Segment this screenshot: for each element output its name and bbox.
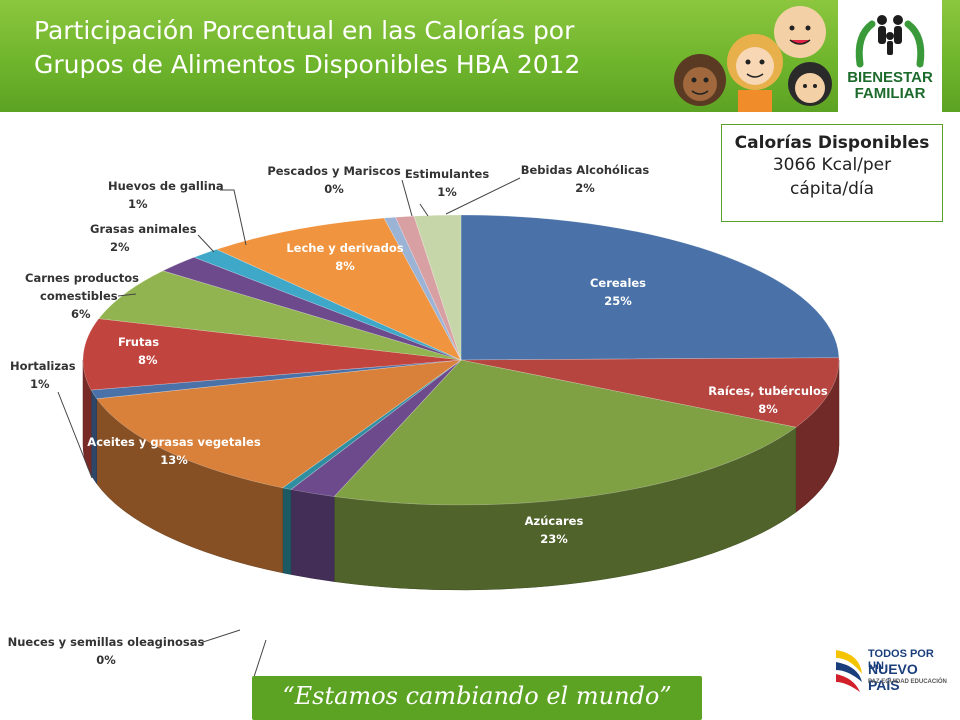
data-label-10: 1% [128, 197, 148, 211]
data-label-6: 1% [30, 377, 50, 391]
family-hands-icon [855, 15, 925, 68]
kids-illustration [674, 6, 832, 112]
category-label-1: Raíces, tubérculos [708, 384, 828, 398]
slice-14 [413, 214, 462, 361]
slice-9 [162, 256, 462, 361]
leader-line-10 [220, 189, 247, 246]
gov-logo: TODOS POR UN NUEVO PAÍS PAZ EQUIDAD EDUC… [832, 640, 952, 700]
data-label-7: 8% [138, 353, 158, 367]
slice-0 [460, 214, 840, 361]
gov-line-1: TODOS POR UN [868, 648, 934, 672]
info-box-line-1: 3066 Kcal/per [772, 155, 892, 175]
leader-line-8 [117, 293, 137, 297]
category-label-10: Huevos de gallina [108, 179, 224, 193]
slice-3 [290, 359, 462, 497]
leader-line-13 [419, 203, 429, 217]
title-line-1: Participación Porcentual en las Calorías… [34, 16, 575, 45]
slice-side-3 [290, 489, 335, 582]
data-label-11: 8% [335, 259, 355, 273]
category-label-0: Cereales [590, 276, 646, 290]
info-box-line-2: cápita/día [789, 179, 875, 199]
title-line-2: Grupos de Alimentos Disponibles HBA 2012 [34, 50, 581, 79]
slice-13 [395, 215, 462, 361]
slice-8 [98, 270, 462, 361]
data-label-5: 13% [160, 453, 188, 467]
slice-5 [96, 359, 463, 489]
logo-line-2: FAMILIAR [854, 85, 926, 102]
category-label-7: Frutas [118, 335, 159, 349]
slice-11 [215, 217, 462, 361]
category-label-2: Azúcares [525, 514, 584, 528]
category-label-9: Grasas animales [90, 222, 197, 236]
gov-line-2: NUEVO PAÍS [868, 661, 918, 693]
bienestar-familiar-logo: BIENESTAR FAMILIAR [838, 0, 942, 112]
data-label-4: 0% [96, 653, 116, 667]
leader-line-12 [401, 179, 413, 217]
slice-side-4 [282, 487, 292, 575]
info-box-title: Calorías Disponibles [734, 133, 930, 153]
pie-chart: Cereales 25% Raíces, tubérculos 8% Azúcares 2… [8, 163, 840, 676]
data-label-8: 6% [71, 307, 91, 321]
category-label-11: Leche y derivados [286, 241, 403, 255]
category-label-5: Aceites y grasas vegetales [87, 435, 261, 449]
slice-10 [193, 249, 462, 361]
category-label-14: Bebidas Alcohólicas [521, 163, 650, 177]
category-label-8-1: comestibles [40, 289, 118, 303]
data-label-9: 2% [110, 240, 130, 254]
data-label-12: 0% [324, 182, 344, 196]
category-label-8-0: Carnes productos [25, 271, 139, 285]
slice-1 [460, 357, 840, 428]
category-label-4: Nueces y semillas oleaginosas [8, 635, 205, 649]
data-label-0: 25% [604, 294, 632, 308]
data-label-2: 23% [540, 532, 568, 546]
data-label-14: 2% [575, 181, 595, 195]
leader-line-9 [197, 234, 215, 253]
data-label-1: 8% [758, 402, 778, 416]
leader-line-3 [253, 639, 267, 676]
calories-info-box: Calorías Disponibles 3066 Kcal/per cápit… [721, 124, 943, 222]
category-label-3: Leguminosas [149, 675, 234, 676]
page-title: Participación Porcentual en las Calorías… [34, 14, 654, 82]
slice-7 [82, 318, 462, 391]
leader-line-6 [57, 391, 93, 479]
flag-swoosh-icon [836, 650, 862, 692]
slice-6 [90, 359, 462, 400]
slice-2 [333, 359, 797, 506]
slogan-banner: “Estamos cambiando el mundo” [252, 676, 702, 720]
category-label-6: Hortalizas [10, 359, 76, 373]
gov-line-3: PAZ EQUIDAD EDUCACIÓN [868, 679, 947, 685]
data-label-13: 1% [437, 185, 457, 199]
slogan-text: “Estamos cambiando el mundo” [282, 682, 672, 710]
leader-line-14 [445, 177, 521, 215]
slice-12 [383, 216, 462, 361]
category-label-13: Estimulantes [405, 167, 489, 181]
slice-4 [281, 359, 462, 490]
logo-line-1: BIENESTAR [847, 69, 933, 86]
category-label-12: Pescados y Mariscos [267, 164, 401, 178]
leader-line-4 [199, 629, 241, 644]
